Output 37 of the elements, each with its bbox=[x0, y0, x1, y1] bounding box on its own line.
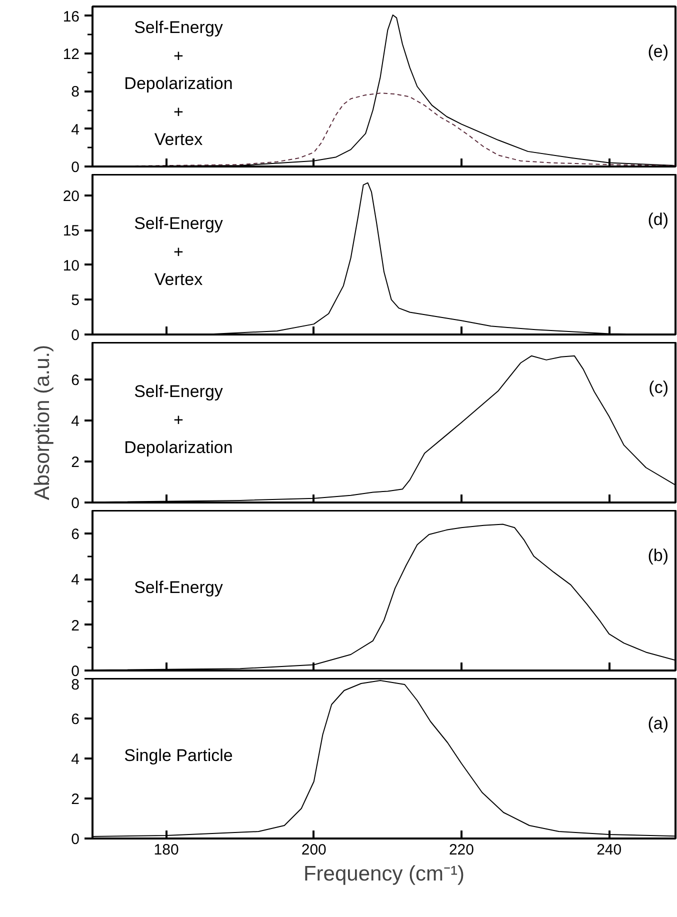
y-tick-label: 5 bbox=[71, 292, 80, 310]
y-tick-label: 15 bbox=[62, 222, 80, 240]
annotation: (e) bbox=[648, 42, 669, 61]
annotation: Single Particle bbox=[124, 746, 233, 765]
x-tick-label: 220 bbox=[448, 842, 474, 858]
annotation: (c) bbox=[648, 378, 669, 397]
annotation: (b) bbox=[648, 546, 669, 565]
x-axis-title: Frequency (cm⁻¹) bbox=[303, 862, 465, 886]
x-tick-label: 180 bbox=[154, 842, 179, 858]
y-tick-label: 0 bbox=[71, 831, 80, 848]
y-tick-label: 2 bbox=[71, 454, 80, 471]
annotation: Self-Energy bbox=[134, 578, 224, 597]
y-tick-label: 0 bbox=[71, 159, 80, 176]
y-tick-label: 0 bbox=[71, 495, 80, 512]
y-tick-label: 8 bbox=[71, 84, 80, 101]
y-tick-label: 4 bbox=[71, 412, 80, 430]
x-tick-label: 200 bbox=[301, 842, 326, 858]
y-tick-label: 16 bbox=[62, 8, 80, 26]
annotation: Self-Energy + Depolarization + Vertex bbox=[124, 18, 233, 149]
y-tick-label: 0 bbox=[71, 327, 80, 344]
annotation: (a) bbox=[648, 714, 669, 733]
y-tick-label: 4 bbox=[71, 751, 80, 768]
y-tick-label: 6 bbox=[71, 711, 80, 728]
y-tick-label: 12 bbox=[62, 46, 80, 64]
annotation: Self-Energy + Vertex bbox=[134, 214, 224, 289]
y-tick-label: 4 bbox=[71, 121, 80, 138]
y-tick-label: 20 bbox=[62, 188, 80, 205]
y-tick-label: 2 bbox=[71, 791, 80, 808]
y-tick-label: 2 bbox=[71, 617, 80, 634]
y-axis-title: Absorption (a.u.) bbox=[31, 344, 54, 500]
annotation: Self-Energy + Depolarization bbox=[124, 382, 233, 457]
y-tick-label: 6 bbox=[71, 526, 80, 543]
annotation: (d) bbox=[648, 210, 669, 229]
y-tick-label: 10 bbox=[62, 257, 80, 274]
y-tick-label: 4 bbox=[71, 572, 80, 589]
y-tick-label: 6 bbox=[71, 372, 80, 389]
x-tick-label: 240 bbox=[596, 842, 622, 858]
